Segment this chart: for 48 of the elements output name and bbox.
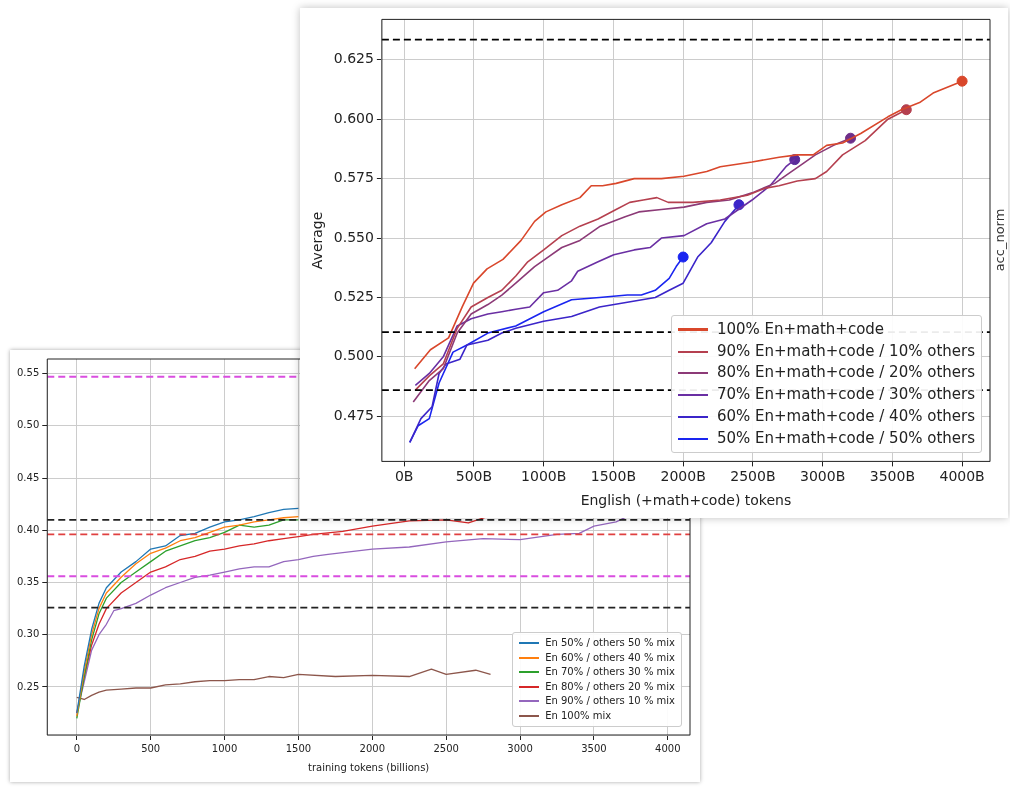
y-tick-label: 0.25: [17, 680, 40, 692]
x-tick-label: 500: [141, 742, 161, 754]
legend-label: 90% En+math+code / 10% others: [716, 340, 975, 362]
legend-label: 60% En+math+code / 40% others: [716, 405, 975, 427]
y-tick-label: 0.50: [17, 419, 40, 431]
y-tick-label: 0.35: [17, 576, 40, 588]
y-tick-label: 0.40: [17, 523, 40, 535]
x-tick-label: 2500: [433, 742, 459, 754]
legend-label: 50% En+math+code / 50% others: [716, 427, 975, 449]
x-tick-label: 1500B: [590, 468, 637, 485]
legend-label: 100% En+math+code: [716, 318, 885, 340]
x-tick-label: 3000: [507, 742, 533, 754]
y-tick-label: 0.500: [333, 347, 374, 364]
legend-label: En 50% / others 50 % mix: [545, 636, 675, 650]
y-tick-label: 0.525: [333, 288, 374, 305]
x-axis-title: training tokens (billions): [308, 761, 430, 773]
x-tick-label: 3500B: [869, 468, 915, 485]
y-tick-label: 0.45: [17, 471, 40, 483]
x-tick-label: 4000B: [939, 468, 985, 485]
x-tick-label: 1500: [285, 742, 312, 754]
y-tick-label: 0.600: [333, 109, 374, 126]
x-tick-label: 1000B: [521, 468, 567, 485]
y-axis-title: Average: [309, 211, 326, 270]
x-tick-label: 500B: [455, 468, 493, 485]
x-tick-label: 2000: [359, 742, 386, 754]
y-tick-label: 0.575: [333, 169, 374, 186]
y-tick-label: 0.625: [333, 50, 374, 67]
y-tick-label: 0.475: [333, 406, 374, 423]
x-tick-label: 1000: [211, 742, 238, 754]
legend-label: En 60% / others 40 % mix: [545, 650, 675, 665]
x-tick-label: 4000: [655, 742, 681, 754]
y-tick-label: 0.550: [333, 228, 374, 245]
x-tick-label: 0: [73, 742, 80, 754]
y-tick-label: 0.30: [17, 628, 40, 640]
legend-label: En 70% / others 30 % mix: [545, 665, 675, 679]
y2-axis-title: acc_norm: [992, 209, 1007, 272]
y-tick-label: 0.55: [17, 367, 40, 379]
x-tick-label: 0B: [394, 468, 414, 485]
x-tick-label: 3000B: [800, 468, 846, 485]
x-tick-label: 3500: [581, 742, 607, 754]
legend-label: 80% En+math+code / 20% others: [716, 362, 975, 384]
x-tick-label: 2000B: [660, 468, 706, 485]
legend-label: 70% En+math+code / 30% others: [716, 384, 975, 406]
legend-label: En 90% / others 10 % mix: [545, 694, 675, 708]
legend-label: En 80% / others 20 % mix: [545, 679, 675, 694]
legend-label: En 100% mix: [545, 708, 612, 723]
x-axis-title: English (+math+code) tokens: [580, 492, 792, 509]
x-tick-label: 2500B: [730, 468, 776, 485]
